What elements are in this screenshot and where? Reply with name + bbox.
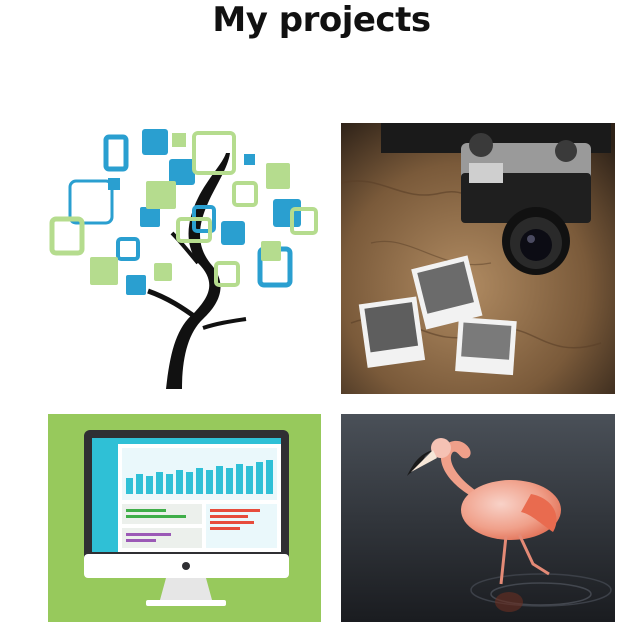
project-card-flamingo[interactable] (341, 414, 615, 622)
page-title: My projects (212, 0, 431, 40)
camera-photo (341, 123, 615, 394)
flamingo-photo (341, 414, 615, 622)
tree-illustration (49, 129, 318, 389)
project-card-tree[interactable] (48, 123, 321, 394)
project-card-camera[interactable] (341, 123, 615, 394)
project-card-dashboard[interactable] (48, 414, 321, 622)
dashboard-illustration (48, 414, 321, 622)
